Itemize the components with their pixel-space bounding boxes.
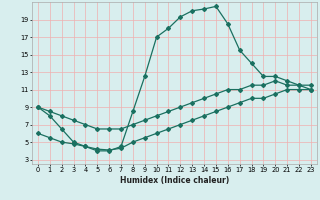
X-axis label: Humidex (Indice chaleur): Humidex (Indice chaleur) — [120, 176, 229, 185]
